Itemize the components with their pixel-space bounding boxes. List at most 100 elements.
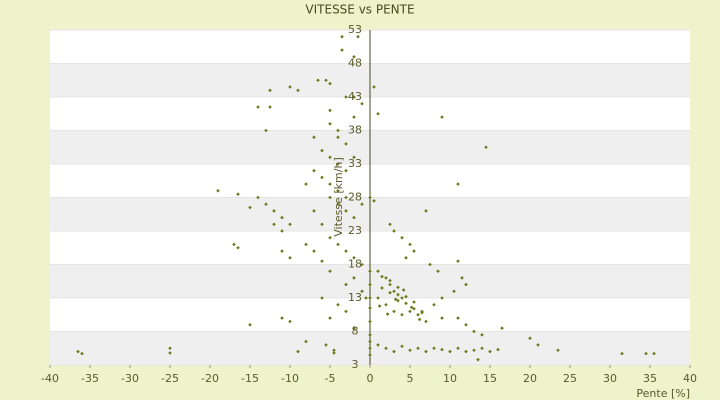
point: [404, 301, 408, 306]
point: [440, 296, 444, 300]
point: [392, 349, 396, 354]
point: [344, 282, 348, 287]
x-tick-label: 10: [443, 372, 457, 385]
point: [440, 347, 444, 352]
point: [496, 347, 500, 352]
point: [268, 105, 272, 109]
point: [392, 289, 396, 294]
point: [368, 339, 372, 344]
point: [360, 289, 364, 294]
point: [536, 343, 540, 347]
point: [420, 310, 424, 315]
x-tick-label: 15: [483, 372, 497, 385]
point: [396, 285, 400, 290]
point: [409, 305, 414, 310]
point: [464, 323, 468, 327]
point: [372, 199, 376, 203]
point: [416, 346, 420, 351]
point: [412, 306, 416, 311]
y-tick-label: 38: [348, 124, 362, 137]
point: [464, 282, 468, 287]
x-tick-label: -10: [281, 372, 299, 385]
point: [352, 55, 356, 59]
point: [377, 304, 382, 308]
point: [476, 357, 480, 362]
point: [388, 282, 392, 287]
point: [412, 249, 416, 253]
point: [620, 351, 624, 356]
point: [328, 122, 332, 126]
point: [368, 346, 372, 351]
point: [448, 349, 452, 354]
point: [256, 195, 260, 200]
point: [360, 101, 364, 106]
point: [272, 222, 276, 227]
point: [404, 294, 408, 299]
point: [400, 235, 404, 240]
y-tick-label: 33: [348, 157, 362, 170]
point: [340, 48, 344, 52]
point: [328, 108, 332, 113]
y-tick-label: 13: [348, 291, 362, 304]
point: [344, 309, 348, 314]
point: [344, 95, 348, 99]
point: [316, 78, 320, 83]
point: [328, 155, 332, 160]
point: [76, 349, 80, 354]
x-tick-label: -30: [121, 372, 139, 385]
point: [368, 353, 372, 357]
point: [408, 242, 412, 247]
point: [304, 242, 308, 247]
point: [320, 222, 324, 227]
point: [168, 346, 172, 351]
y-tick-label: 53: [348, 23, 362, 36]
point: [372, 85, 376, 89]
x-tick-label: -35: [81, 372, 99, 385]
point: [404, 256, 408, 260]
point: [368, 333, 372, 337]
point: [556, 348, 560, 353]
point: [472, 329, 476, 334]
point: [408, 309, 412, 314]
point: [392, 229, 396, 233]
point: [236, 245, 240, 250]
point: [80, 351, 84, 356]
point: [344, 142, 348, 146]
point: [248, 323, 252, 327]
point: [488, 349, 492, 354]
point: [356, 34, 360, 39]
point: [344, 195, 348, 200]
point: [440, 316, 444, 320]
point: [500, 326, 504, 330]
point: [436, 269, 440, 273]
point: [392, 309, 396, 314]
point: [388, 278, 392, 283]
point: [380, 274, 384, 279]
point: [336, 128, 340, 133]
point: [264, 128, 268, 133]
point: [352, 215, 356, 220]
point: [324, 343, 328, 347]
point: [332, 351, 336, 355]
x-tick-label: 20: [523, 372, 537, 385]
point: [328, 269, 332, 273]
point: [324, 78, 328, 83]
point: [472, 348, 476, 353]
point: [352, 95, 356, 99]
point: [452, 289, 456, 294]
point: [352, 115, 356, 119]
point: [336, 302, 340, 307]
point: [280, 215, 284, 220]
point: [368, 282, 372, 287]
x-tick-label: -5: [325, 372, 336, 385]
point: [368, 319, 372, 324]
point: [428, 262, 432, 267]
point: [388, 290, 392, 295]
point: [288, 222, 292, 227]
point: [336, 162, 340, 166]
point: [264, 202, 268, 206]
x-tick-label: 30: [603, 372, 617, 385]
point: [328, 81, 332, 86]
point: [304, 339, 308, 344]
point: [268, 88, 272, 93]
